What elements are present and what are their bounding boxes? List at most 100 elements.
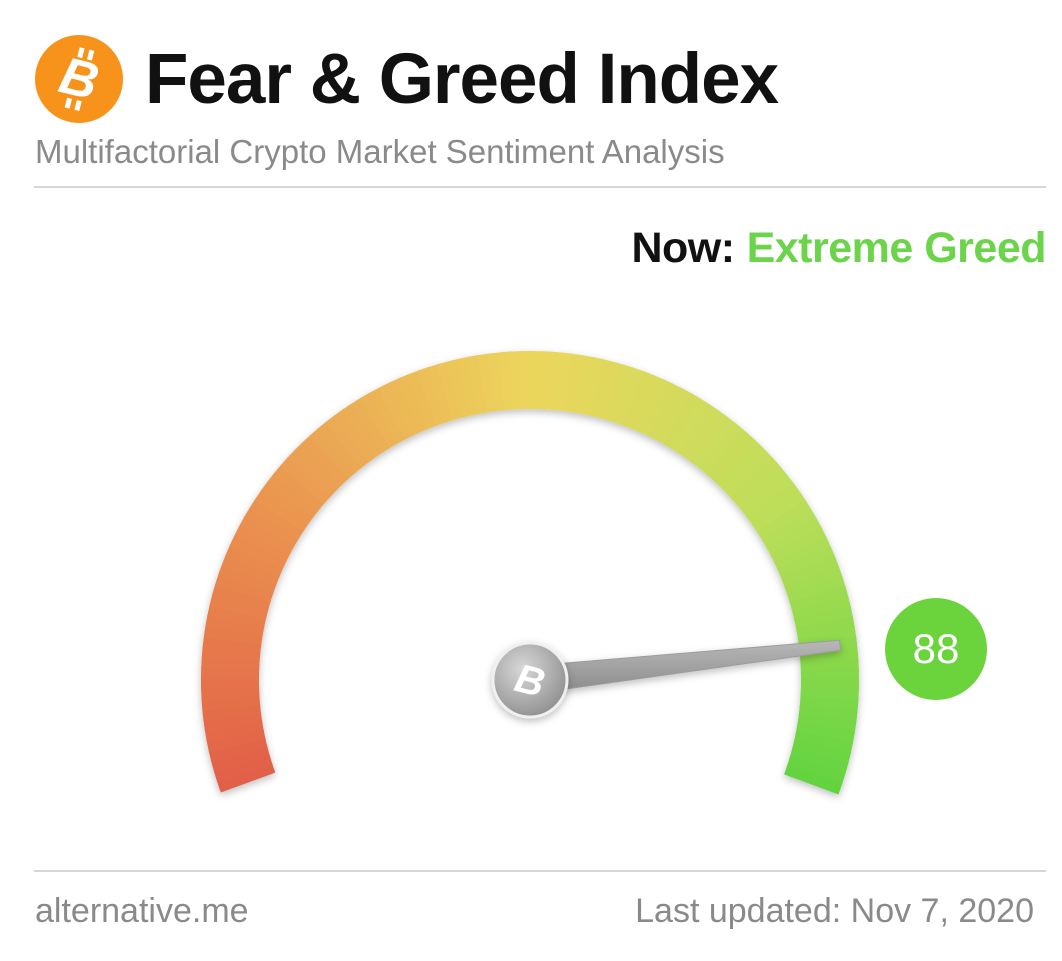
gauge-arc-segment bbox=[342, 402, 384, 458]
gauge-arc-segment bbox=[741, 474, 795, 519]
gauge-arc-segment bbox=[210, 746, 270, 773]
gauge-arc-segment bbox=[756, 500, 813, 541]
gauge-arc-segment bbox=[238, 516, 295, 555]
gauge-arc-segment bbox=[789, 747, 849, 775]
gauge-arc-segment bbox=[213, 754, 273, 783]
gauge-arc-segment bbox=[791, 739, 851, 765]
gauge-arc-segment bbox=[598, 361, 626, 421]
gauge-arc-segment bbox=[800, 658, 859, 673]
gauge-arc-segment bbox=[705, 429, 753, 481]
gauge-arc-segment bbox=[718, 443, 768, 493]
header-divider bbox=[34, 186, 1046, 188]
gauge-arc-segment bbox=[309, 427, 356, 480]
gauge-arc-segment bbox=[207, 603, 267, 628]
gauge-arc-segment bbox=[209, 593, 269, 620]
gauge-arc-segment bbox=[446, 358, 472, 418]
gauge-arc-segment bbox=[204, 720, 264, 742]
gauge-arc-segment bbox=[773, 536, 832, 572]
gauge-arc-segment bbox=[456, 356, 480, 416]
gauge-arc-segment bbox=[378, 382, 415, 440]
gauge-arc-segment bbox=[730, 458, 782, 506]
gauge-arc-segment bbox=[547, 351, 564, 411]
gauge-arc-segment bbox=[615, 367, 646, 427]
gauge-arc-segment bbox=[203, 712, 263, 732]
gauge-arc-segment bbox=[724, 450, 775, 499]
gauge-arc-segment bbox=[397, 374, 431, 433]
gauge-arc-segment bbox=[426, 363, 455, 423]
fear-greed-gauge: B bbox=[201, 351, 859, 795]
gauge-hub: B bbox=[491, 641, 569, 719]
gauge-arc-segment bbox=[606, 364, 636, 424]
gauge-arc-segment bbox=[211, 583, 271, 611]
gauge-arc-segment bbox=[203, 624, 263, 645]
gauge-arc-segment bbox=[201, 686, 260, 701]
gauge-arc-segment bbox=[794, 730, 854, 755]
gauge-arc-segment bbox=[233, 525, 291, 562]
gauge-arc-segment bbox=[770, 527, 828, 564]
gauge-arc-segment bbox=[789, 585, 849, 613]
gauge-arc-segment bbox=[286, 449, 337, 498]
gauge-arc-segment bbox=[519, 351, 533, 410]
gauge-arc-segment bbox=[201, 676, 260, 690]
gauge-arc-segment bbox=[301, 434, 350, 486]
gauge-arc-segment bbox=[631, 374, 665, 433]
footer-divider bbox=[34, 870, 1046, 872]
gauge-arc-segment bbox=[799, 696, 859, 713]
gauge-arc-segment bbox=[564, 353, 585, 413]
gauge-arc-segment bbox=[765, 517, 823, 556]
gauge-arc-segment bbox=[359, 392, 399, 449]
gauge-arc-segment bbox=[387, 378, 423, 436]
gauge-arc-segment bbox=[229, 534, 287, 570]
gauge-arc-segment bbox=[206, 729, 266, 753]
gauge-arc-segment bbox=[711, 436, 761, 487]
gauge-arc-segment bbox=[555, 352, 575, 412]
gauge-arc-segment bbox=[254, 489, 310, 532]
gauge-arc-segment bbox=[208, 737, 268, 763]
gauge-arc-segment bbox=[647, 383, 684, 441]
gauge-arc-segment bbox=[221, 553, 280, 586]
gauge-arc-segment bbox=[279, 456, 331, 504]
now-label: Now: bbox=[631, 224, 735, 272]
gauge-arc-segment bbox=[216, 762, 276, 793]
gauge-arc-segment bbox=[477, 353, 498, 413]
gauge-arc-segment bbox=[798, 705, 858, 724]
gauge-arc-segment bbox=[784, 565, 843, 596]
gauge-arc-segment bbox=[691, 416, 737, 469]
gauge-arc-segment bbox=[746, 482, 801, 526]
gauge-arc-segment bbox=[248, 498, 305, 540]
gauge-arc-segment bbox=[736, 466, 789, 513]
source-link[interactable]: alternative.me bbox=[35, 892, 249, 930]
gauge-arc-segment bbox=[623, 371, 656, 430]
gauge-arc-segment bbox=[794, 605, 854, 630]
last-updated: Last updated: Nov 7, 2020 bbox=[635, 892, 1034, 930]
gauge-arc-segment bbox=[639, 379, 675, 437]
gauge-arc-segment bbox=[800, 668, 859, 682]
gauge-arc-segment bbox=[662, 393, 703, 450]
gauge-arc-segment bbox=[698, 422, 745, 475]
gauge-arc-segment bbox=[266, 472, 320, 518]
gauge-arc-segment bbox=[784, 764, 843, 795]
gauge-arc-segment bbox=[201, 645, 261, 662]
gauge-arc-segment bbox=[795, 616, 855, 638]
page-subtitle: Multifactorial Crypto Market Sentiment A… bbox=[35, 133, 725, 170]
gauge-arc-segment bbox=[581, 357, 606, 417]
gauge-arc-segment bbox=[368, 387, 407, 444]
page-title: Fear & Greed Index bbox=[145, 40, 779, 119]
gauge-arc-segment bbox=[751, 491, 807, 534]
gauge-arc-segment bbox=[225, 544, 284, 578]
gauge-arc-segment bbox=[350, 397, 392, 453]
gauge-arc-segment bbox=[780, 555, 840, 588]
gauge-arc-segment bbox=[797, 626, 857, 647]
gauge-arc-segment bbox=[325, 414, 370, 468]
gauge-arc-segment bbox=[294, 441, 343, 492]
gauge-arc-segment bbox=[416, 367, 447, 426]
gauge-arc-segment bbox=[573, 355, 595, 415]
gauge-arc-segment bbox=[218, 563, 277, 595]
gauge-arc-segment bbox=[214, 573, 274, 603]
gauge-arc-segment bbox=[202, 634, 262, 654]
gauge-arc-segment bbox=[333, 408, 377, 463]
gauge-arc-segment bbox=[795, 722, 855, 744]
gauge-arc-segment bbox=[406, 370, 439, 429]
gauge-arc-segment bbox=[791, 595, 852, 621]
gauge-arc-segment bbox=[590, 359, 616, 419]
